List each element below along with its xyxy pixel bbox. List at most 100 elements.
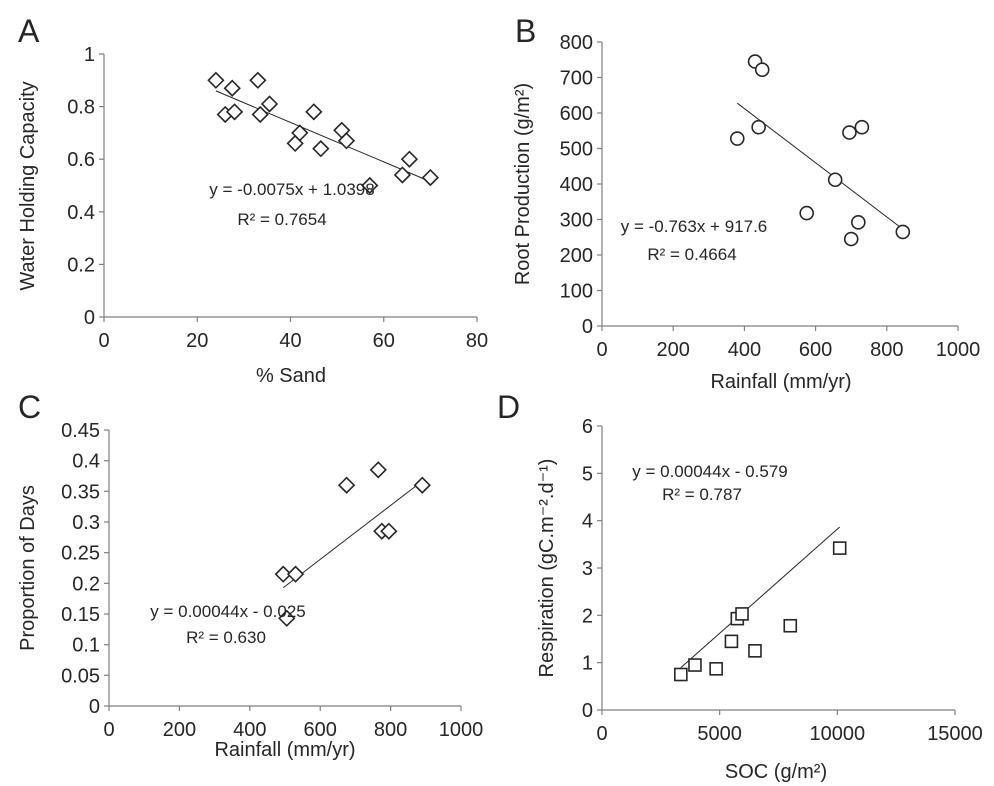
data-point (754, 62, 770, 77)
x-tick-label: 0 (98, 330, 109, 352)
x-tick-label: 1000 (936, 339, 981, 361)
data-point (751, 119, 766, 135)
y-tick-label: 0.3 (72, 512, 100, 534)
data-point (291, 124, 309, 142)
y-axis-label: Respiration (gC.m⁻².d⁻¹) (536, 459, 558, 678)
data-point (735, 607, 749, 621)
data-point (312, 140, 330, 158)
r-squared-label: R² = 0.787 (662, 485, 742, 504)
x-tick-label: 5000 (697, 723, 742, 745)
data-point (851, 215, 866, 230)
y-tick-label: 1 (582, 653, 593, 675)
y-tick-label: 0.1 (72, 635, 100, 657)
y-tick-label: 0.35 (61, 481, 100, 503)
x-tick-label: 800 (870, 339, 903, 361)
y-tick-label: 0.4 (67, 202, 95, 224)
y-axis-label: Proportion of Days (17, 485, 39, 651)
data-point (832, 541, 847, 555)
r-squared-label: R² = 0.630 (186, 628, 266, 647)
panel-c: C 0 0.05 0.1 0.15 0.2 0.25 0.3 0.35 0.4 0.45 0 200 40… (17, 389, 483, 761)
data-point (337, 132, 356, 150)
y-tick-label: 100 (560, 281, 593, 303)
y-tick-label: 0.15 (61, 604, 100, 626)
trendline (215, 90, 431, 183)
x-tick-label: 200 (163, 719, 196, 741)
x-tick-label: 80 (466, 330, 488, 352)
data-point (413, 476, 431, 494)
panel-letter: D (497, 389, 520, 425)
x-tick-label: 200 (657, 339, 690, 361)
x-tick-label: 400 (233, 719, 266, 741)
y-tick-label: 0.05 (61, 665, 100, 687)
trendline (282, 480, 423, 589)
data-point (688, 658, 702, 672)
y-tick-label: 0.25 (61, 543, 100, 565)
data-point (748, 644, 762, 658)
y-tick-label: 800 (560, 32, 593, 54)
data-point (337, 476, 356, 494)
x-tick-label: 0 (103, 719, 114, 741)
x-tick-label: 60 (373, 330, 395, 352)
y-tick-label: 0.45 (61, 420, 100, 442)
data-point (380, 522, 398, 540)
x-tick-label: 10000 (810, 723, 866, 745)
x-tick-label: 1000 (439, 719, 484, 741)
data-point (854, 119, 870, 135)
y-tick-label: 0.6 (67, 149, 95, 171)
y-tick-label: 5 (582, 463, 593, 485)
panel-letter: A (18, 13, 40, 49)
y-tick-label: 1 (84, 44, 95, 66)
panel-a: A 0 0.2 0.4 0.6 0.8 1 0 20 40 60 80 % Sand Water Hold… (17, 13, 488, 387)
x-tick-label: 40 (279, 330, 301, 352)
data-point (799, 205, 815, 221)
data-point (895, 224, 911, 240)
data-point (249, 71, 267, 89)
y-tick-label: 0.8 (67, 97, 95, 119)
x-axis-label: Rainfall (mm/yr) (214, 739, 355, 761)
x-axis-label: Rainfall (mm/yr) (710, 371, 851, 393)
x-tick-label: 600 (799, 339, 832, 361)
y-tick-label: 0.4 (72, 451, 100, 473)
data-point (286, 565, 305, 583)
r-squared-label: R² = 0.4664 (647, 245, 736, 264)
x-tick-label: 0 (596, 723, 607, 745)
data-point (729, 131, 745, 146)
data-point (783, 618, 798, 633)
y-tick-label: 300 (560, 210, 593, 232)
data-point (393, 166, 412, 184)
data-point (674, 667, 688, 682)
data-point (827, 172, 843, 188)
data-point (225, 103, 244, 121)
x-tick-label: 400 (728, 339, 761, 361)
y-tick-label: 6 (582, 416, 593, 438)
y-tick-label: 0.2 (67, 254, 95, 276)
data-point (724, 634, 739, 649)
x-tick-label: 20 (186, 330, 208, 352)
y-tick-label: 3 (582, 558, 593, 580)
panel-letter: C (18, 389, 41, 425)
y-tick-label: 200 (560, 245, 593, 267)
y-tick-label: 2 (582, 605, 593, 627)
y-tick-label: 0.2 (72, 573, 100, 595)
x-axis-label: SOC (g/m²) (725, 761, 827, 783)
y-tick-label: 0 (89, 696, 100, 718)
regression-equation: y = 0.00044x - 0.579 (632, 462, 787, 481)
data-point (709, 662, 723, 676)
data-point (305, 103, 323, 121)
data-point (369, 461, 387, 479)
data-point (223, 79, 241, 97)
y-axis-label: Water Holding Capacity (17, 81, 39, 290)
data-point (207, 71, 225, 89)
x-tick-label: 0 (596, 339, 607, 361)
data-point (274, 565, 292, 583)
y-tick-label: 0 (582, 316, 593, 338)
x-axis-label: % Sand (256, 365, 326, 387)
y-tick-label: 4 (582, 511, 593, 533)
data-point (400, 150, 419, 168)
panel-b: B 0 100 200 300 400 500 600 700 800 0 200 400 600 800 1… (512, 13, 980, 393)
y-tick-label: 600 (560, 103, 593, 125)
data-point (421, 168, 440, 187)
y-tick-label: 0 (582, 700, 593, 722)
data-point (361, 176, 379, 195)
